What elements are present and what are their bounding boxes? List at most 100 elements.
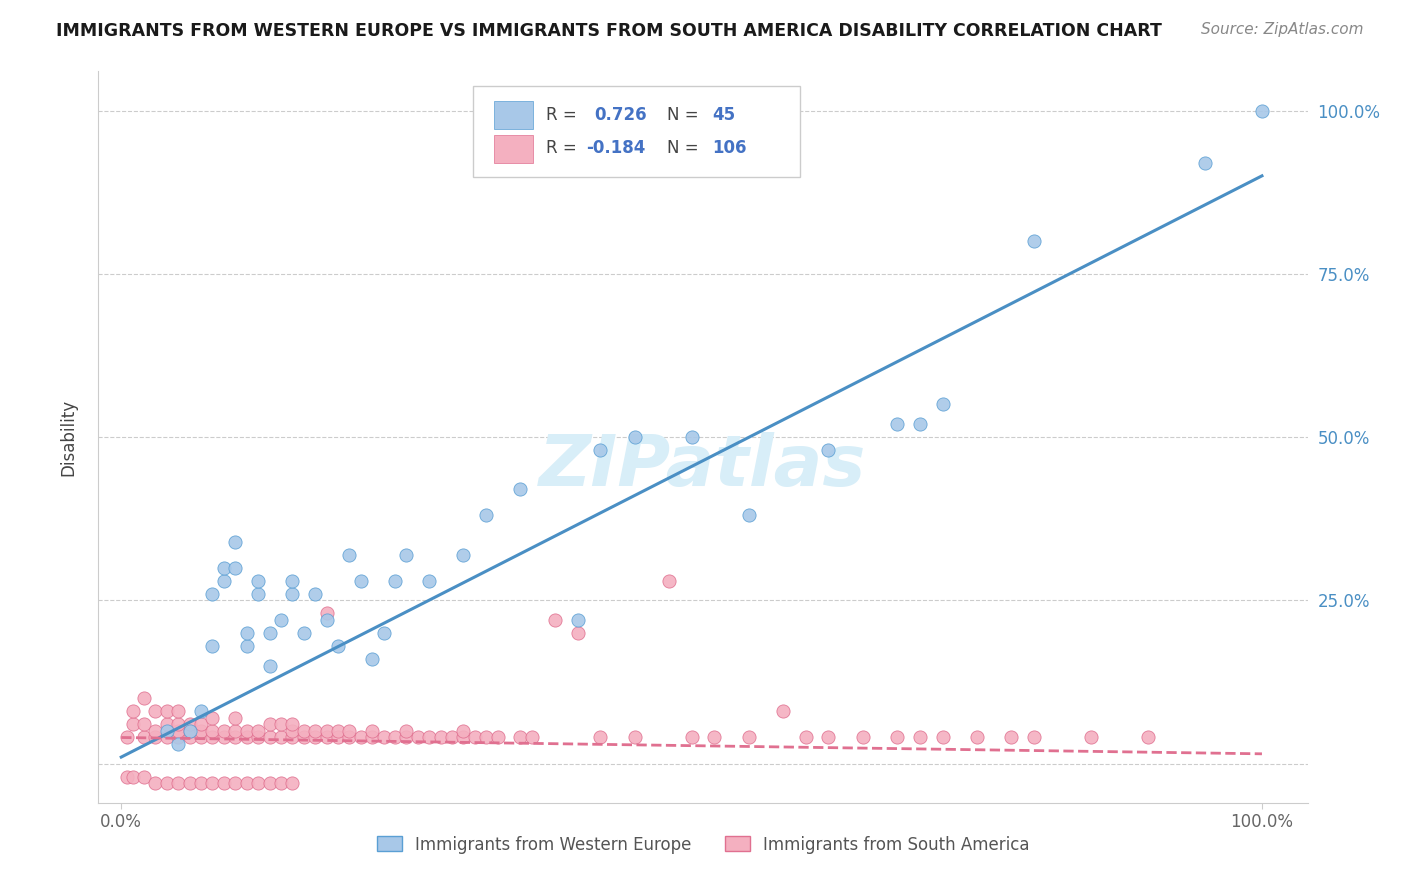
Point	[270, 613, 292, 627]
Point	[315, 723, 337, 738]
Point	[179, 723, 201, 738]
Point	[235, 639, 257, 653]
Text: 106: 106	[713, 139, 747, 157]
Point	[703, 731, 725, 745]
Point	[441, 731, 464, 745]
Point	[270, 717, 292, 731]
Point	[132, 731, 155, 745]
Point	[567, 613, 589, 627]
Point	[224, 723, 246, 738]
Point	[1136, 731, 1159, 745]
Point	[817, 731, 839, 745]
Point	[235, 626, 257, 640]
Point	[406, 731, 429, 745]
Point	[361, 723, 384, 738]
Point	[281, 717, 304, 731]
Point	[247, 574, 270, 588]
Point	[247, 587, 270, 601]
Point	[259, 717, 281, 731]
Point	[145, 705, 167, 719]
Point	[281, 776, 304, 790]
Point	[326, 723, 349, 738]
Point	[418, 731, 440, 745]
Point	[737, 508, 759, 523]
Point	[886, 417, 908, 431]
Point	[281, 731, 304, 745]
Point	[167, 737, 190, 751]
Point	[886, 731, 908, 745]
Point	[304, 587, 326, 601]
Point	[179, 723, 201, 738]
Point	[201, 639, 224, 653]
Text: R =: R =	[546, 106, 582, 124]
Point	[681, 430, 703, 444]
Point	[145, 776, 167, 790]
Point	[270, 776, 292, 790]
Point	[589, 731, 612, 745]
Point	[350, 574, 373, 588]
Point	[247, 731, 270, 745]
Point	[201, 731, 224, 745]
Point	[145, 723, 167, 738]
Text: 0.726: 0.726	[595, 106, 647, 124]
Point	[315, 731, 337, 745]
Point	[966, 731, 988, 745]
Text: N =: N =	[666, 106, 703, 124]
Point	[315, 607, 337, 621]
Point	[429, 731, 451, 745]
Point	[224, 711, 246, 725]
Point	[212, 723, 235, 738]
Point	[361, 731, 384, 745]
Text: Source: ZipAtlas.com: Source: ZipAtlas.com	[1201, 22, 1364, 37]
Point	[589, 443, 612, 458]
Point	[373, 626, 395, 640]
Point	[292, 731, 315, 745]
Point	[326, 731, 349, 745]
Point	[224, 534, 246, 549]
Point	[167, 776, 190, 790]
Point	[1000, 731, 1022, 745]
Point	[520, 731, 543, 745]
Point	[658, 574, 681, 588]
Point	[623, 430, 645, 444]
Point	[167, 731, 190, 745]
Text: N =: N =	[666, 139, 703, 157]
Point	[212, 574, 235, 588]
Point	[509, 731, 531, 745]
Point	[224, 731, 246, 745]
Point	[475, 508, 498, 523]
Point	[395, 731, 418, 745]
Point	[1194, 155, 1216, 169]
Point	[373, 731, 395, 745]
Point	[304, 723, 326, 738]
Point	[1022, 731, 1045, 745]
Point	[132, 691, 155, 706]
Point	[326, 639, 349, 653]
Point	[115, 731, 138, 745]
Point	[384, 731, 406, 745]
Point	[453, 731, 475, 745]
Point	[453, 548, 475, 562]
Point	[201, 587, 224, 601]
Y-axis label: Disability: Disability	[59, 399, 77, 475]
Point	[509, 483, 531, 497]
Point	[337, 731, 360, 745]
Point	[167, 723, 190, 738]
Point	[464, 731, 486, 745]
Point	[212, 560, 235, 574]
Point	[259, 731, 281, 745]
Point	[201, 776, 224, 790]
Point	[281, 587, 304, 601]
Legend: Immigrants from Western Europe, Immigrants from South America: Immigrants from Western Europe, Immigran…	[370, 829, 1036, 860]
Point	[384, 574, 406, 588]
Point	[156, 776, 179, 790]
Point	[270, 731, 292, 745]
Point	[908, 731, 931, 745]
Point	[156, 731, 179, 745]
Point	[544, 613, 567, 627]
Text: 45: 45	[713, 106, 735, 124]
Point	[794, 731, 817, 745]
Point	[201, 723, 224, 738]
Text: R =: R =	[546, 139, 582, 157]
Point	[145, 731, 167, 745]
